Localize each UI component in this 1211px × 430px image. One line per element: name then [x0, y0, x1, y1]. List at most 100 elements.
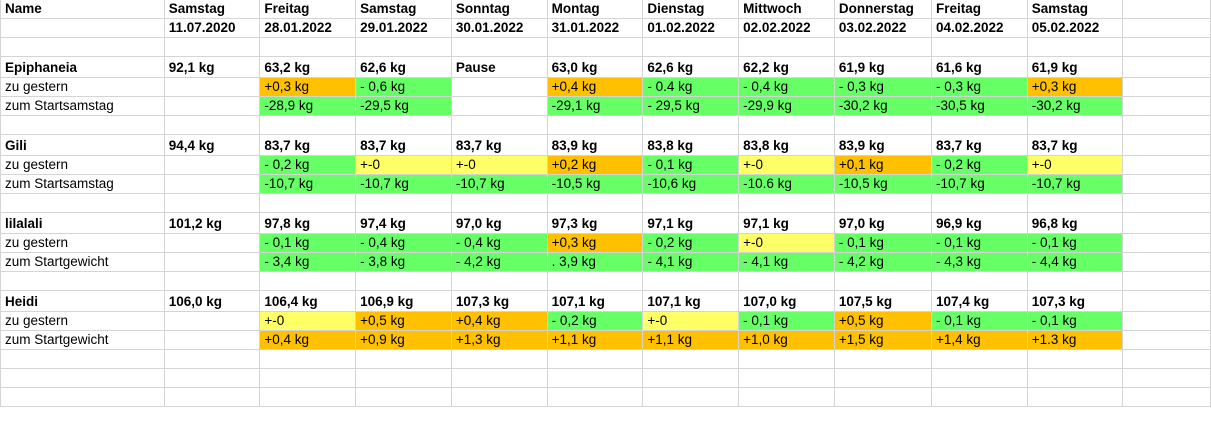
empty-cell[interactable]: [451, 368, 548, 388]
row-label-cell[interactable]: zu gestern: [0, 77, 165, 97]
value-cell[interactable]: [164, 155, 261, 175]
empty-cell[interactable]: [738, 115, 835, 135]
empty-cell[interactable]: [931, 193, 1028, 213]
empty-cell[interactable]: [1122, 212, 1211, 234]
empty-cell[interactable]: [451, 37, 548, 57]
value-cell[interactable]: Samstag: [355, 0, 452, 19]
value-cell[interactable]: -29,5 kg: [355, 96, 452, 116]
empty-cell[interactable]: [0, 115, 165, 135]
value-cell[interactable]: 94,4 kg: [164, 134, 261, 156]
value-cell[interactable]: - 0,6 kg: [355, 77, 452, 97]
empty-cell[interactable]: [1027, 368, 1124, 388]
empty-cell[interactable]: [1122, 96, 1211, 116]
value-cell[interactable]: - 0,1 kg: [642, 155, 740, 175]
value-cell[interactable]: 62,6 kg: [642, 56, 740, 78]
value-cell[interactable]: - 0,1 kg: [1027, 311, 1124, 331]
value-cell[interactable]: Sonntag: [451, 0, 548, 19]
value-cell[interactable]: - 0,1 kg: [1027, 233, 1124, 253]
value-cell[interactable]: +-0: [259, 311, 357, 331]
value-cell[interactable]: +1,1 kg: [642, 330, 740, 350]
empty-cell[interactable]: [547, 193, 644, 213]
empty-cell[interactable]: [642, 271, 740, 291]
empty-cell[interactable]: [1122, 252, 1211, 272]
value-cell[interactable]: +0,3 kg: [547, 233, 644, 253]
value-cell[interactable]: - 0,3 kg: [834, 77, 932, 97]
empty-cell[interactable]: [1122, 193, 1211, 213]
row-label-cell[interactable]: [0, 18, 165, 38]
empty-cell[interactable]: [834, 37, 932, 57]
empty-cell[interactable]: [834, 115, 932, 135]
empty-cell[interactable]: [931, 115, 1028, 135]
value-cell[interactable]: 30.01.2022: [451, 18, 548, 38]
value-cell[interactable]: Pause: [451, 56, 548, 78]
value-cell[interactable]: 61,9 kg: [834, 56, 932, 78]
value-cell[interactable]: 107,5 kg: [834, 290, 932, 312]
empty-cell[interactable]: [451, 349, 548, 369]
value-cell[interactable]: 63,2 kg: [259, 56, 357, 78]
value-cell[interactable]: Montag: [547, 0, 644, 19]
value-cell[interactable]: 63,0 kg: [547, 56, 644, 78]
value-cell[interactable]: +0,9 kg: [355, 330, 452, 350]
value-cell[interactable]: 107,4 kg: [931, 290, 1028, 312]
empty-cell[interactable]: [164, 349, 261, 369]
value-cell[interactable]: - 4,1 kg: [738, 252, 835, 272]
value-cell[interactable]: 106,9 kg: [355, 290, 452, 312]
empty-cell[interactable]: [642, 368, 740, 388]
row-label-cell[interactable]: zu gestern: [0, 233, 165, 253]
value-cell[interactable]: 97,0 kg: [834, 212, 932, 234]
value-cell[interactable]: Donnerstag: [834, 0, 932, 19]
value-cell[interactable]: - 0.4 kg: [642, 77, 740, 97]
empty-cell[interactable]: [1027, 349, 1124, 369]
value-cell[interactable]: -10,7 kg: [259, 174, 357, 194]
value-cell[interactable]: 31.01.2022: [547, 18, 644, 38]
value-cell[interactable]: -30,2 kg: [834, 96, 932, 116]
value-cell[interactable]: [451, 77, 548, 97]
value-cell[interactable]: Freitag: [931, 0, 1028, 19]
row-label-cell[interactable]: Gili: [0, 134, 165, 156]
value-cell[interactable]: 83,8 kg: [642, 134, 740, 156]
value-cell[interactable]: 97,1 kg: [738, 212, 835, 234]
value-cell[interactable]: +0,1 kg: [834, 155, 932, 175]
value-cell[interactable]: 02.02.2022: [738, 18, 835, 38]
empty-cell[interactable]: [642, 115, 740, 135]
value-cell[interactable]: [164, 77, 261, 97]
value-cell[interactable]: +1,3 kg: [451, 330, 548, 350]
value-cell[interactable]: +0,2 kg: [547, 155, 644, 175]
value-cell[interactable]: 61,9 kg: [1027, 56, 1124, 78]
empty-cell[interactable]: [547, 368, 644, 388]
value-cell[interactable]: - 3,8 kg: [355, 252, 452, 272]
empty-cell[interactable]: [355, 193, 452, 213]
value-cell[interactable]: +0,4 kg: [547, 77, 644, 97]
value-cell[interactable]: 83,8 kg: [738, 134, 835, 156]
value-cell[interactable]: -30,5 kg: [931, 96, 1028, 116]
row-label-cell[interactable]: Heidi: [0, 290, 165, 312]
value-cell[interactable]: - 3,4 kg: [259, 252, 357, 272]
empty-cell[interactable]: [1122, 330, 1211, 350]
empty-cell[interactable]: [355, 115, 452, 135]
empty-cell[interactable]: [164, 368, 261, 388]
value-cell[interactable]: - 0,1 kg: [931, 311, 1028, 331]
value-cell[interactable]: 83,7 kg: [355, 134, 452, 156]
value-cell[interactable]: -10.6 kg: [738, 174, 835, 194]
value-cell[interactable]: -10,7 kg: [931, 174, 1028, 194]
empty-cell[interactable]: [1122, 155, 1211, 175]
row-label-cell[interactable]: zum Startsamstag: [0, 174, 165, 194]
row-label-cell[interactable]: zu gestern: [0, 155, 165, 175]
value-cell[interactable]: . 3,9 kg: [547, 252, 644, 272]
empty-cell[interactable]: [834, 368, 932, 388]
value-cell[interactable]: +-0: [355, 155, 452, 175]
value-cell[interactable]: +0,5 kg: [355, 311, 452, 331]
empty-cell[interactable]: [259, 115, 357, 135]
value-cell[interactable]: 05.02.2022: [1027, 18, 1124, 38]
empty-cell[interactable]: [164, 193, 261, 213]
empty-cell[interactable]: [1122, 233, 1211, 253]
empty-cell[interactable]: [259, 368, 357, 388]
value-cell[interactable]: - 0,2 kg: [547, 311, 644, 331]
empty-cell[interactable]: [834, 271, 932, 291]
empty-cell[interactable]: [1122, 56, 1211, 78]
empty-cell[interactable]: [1122, 37, 1211, 57]
value-cell[interactable]: - 4,1 kg: [642, 252, 740, 272]
empty-cell[interactable]: [547, 37, 644, 57]
empty-cell[interactable]: [1122, 387, 1211, 407]
value-cell[interactable]: [164, 311, 261, 331]
